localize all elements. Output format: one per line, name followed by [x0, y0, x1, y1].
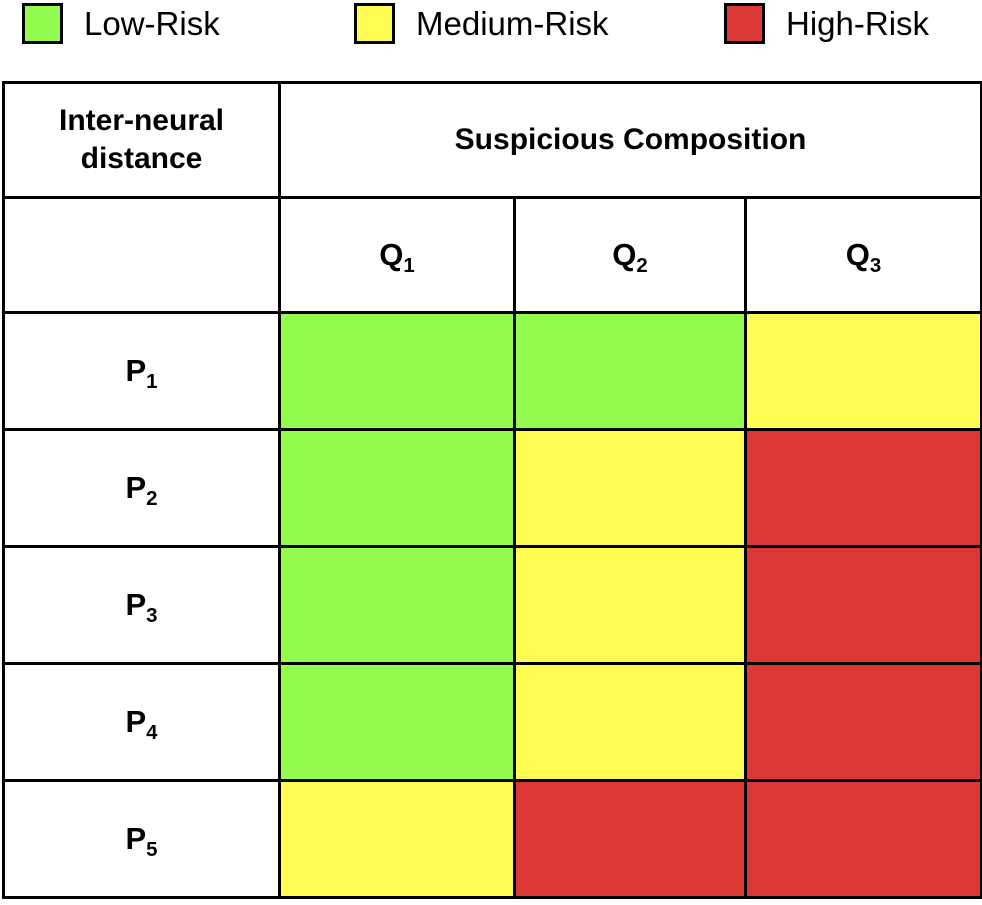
header-row-top: Inter-neural distance Suspicious Composi… — [2, 81, 982, 199]
risk-cell-p2-q2 — [513, 428, 747, 548]
risk-cell-p4-q3 — [743, 662, 982, 782]
column-header-q2: Q2 — [513, 196, 747, 314]
header-row-columns: Q1 Q2 Q3 — [2, 196, 982, 314]
row-axis-header: Inter-neural distance — [2, 81, 281, 199]
column-group-header: Suspicious Composition — [277, 81, 982, 199]
row-label-p2: P2 — [2, 428, 281, 548]
risk-cell-p1-q1 — [278, 311, 516, 431]
risk-cell-p3-q1 — [278, 545, 516, 665]
risk-cell-p1-q2 — [513, 311, 747, 431]
row-label-p1: P1 — [2, 311, 281, 431]
table-row-p5: P5 — [2, 779, 982, 899]
risk-matrix-table: Inter-neural distance Suspicious Composi… — [2, 81, 982, 899]
legend: Low-Risk Medium-Risk High-Risk — [0, 0, 982, 60]
risk-cell-p3-q2 — [513, 545, 747, 665]
risk-cell-p5-q1 — [278, 779, 516, 899]
column-header-q3: Q3 — [743, 196, 982, 314]
table-row-p3: P3 — [2, 545, 982, 665]
row-label-p5: P5 — [2, 779, 281, 899]
legend-label-high-risk: High-Risk — [786, 5, 930, 42]
risk-cell-p1-q3 — [743, 311, 982, 431]
legend-label-medium-risk: Medium-Risk — [416, 5, 609, 42]
column-header-q1: Q1 — [278, 196, 516, 314]
low-risk-swatch — [22, 3, 63, 44]
high-risk-swatch — [724, 3, 765, 44]
row-label-p4: P4 — [2, 662, 281, 782]
table-row-p4: P4 — [2, 662, 982, 782]
legend-item-medium-risk: Medium-Risk — [354, 3, 609, 44]
risk-cell-p4-q1 — [278, 662, 516, 782]
table-row-p2: P2 — [2, 428, 982, 548]
risk-cell-p2-q3 — [743, 428, 982, 548]
risk-cell-p2-q1 — [278, 428, 516, 548]
risk-cell-p4-q2 — [513, 662, 747, 782]
row-label-p3: P3 — [2, 545, 281, 665]
empty-corner-cell — [2, 196, 281, 314]
medium-risk-swatch — [354, 3, 395, 44]
risk-cell-p5-q3 — [743, 779, 982, 899]
risk-cell-p5-q2 — [513, 779, 747, 899]
risk-cell-p3-q3 — [743, 545, 982, 665]
legend-item-high-risk: High-Risk — [724, 3, 929, 44]
legend-label-low-risk: Low-Risk — [84, 5, 220, 42]
legend-item-low-risk: Low-Risk — [22, 3, 220, 44]
table-row-p1: P1 — [2, 311, 982, 431]
